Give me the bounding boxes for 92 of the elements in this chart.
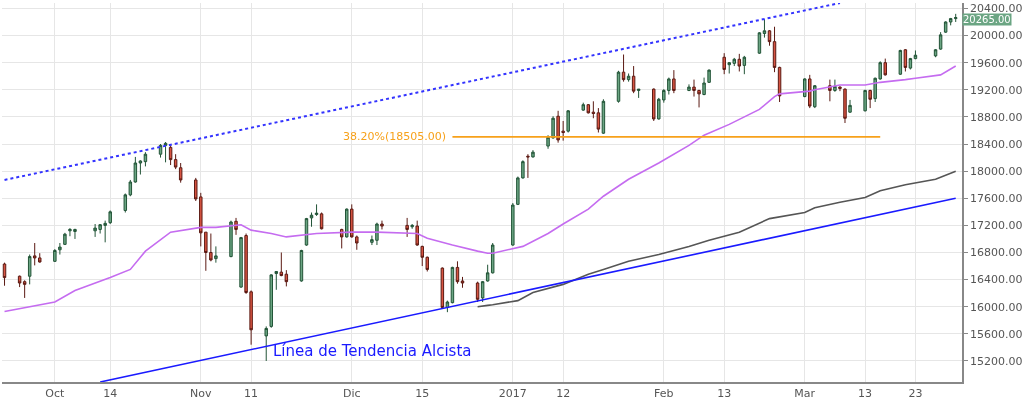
x-tick-label: 13: [858, 386, 873, 400]
candlestick: [953, 13, 958, 23]
candlestick: [274, 270, 279, 291]
candlestick: [58, 242, 62, 256]
candlestick: [345, 207, 349, 239]
y-tick-label: 16800.00: [969, 246, 1023, 260]
y-tick-label: 15600.00: [969, 327, 1023, 341]
candlestick: [868, 89, 872, 109]
y-tick-label: 16000.00: [969, 300, 1023, 314]
candlestick: [27, 254, 32, 285]
y-tick-label: 18000.00: [969, 164, 1023, 178]
candlestick: [767, 29, 772, 47]
candlestick: [214, 245, 218, 264]
x-tick-label: 23: [908, 386, 923, 400]
candlestick: [813, 84, 817, 109]
candlestick: [737, 53, 742, 72]
candlestick: [53, 248, 57, 263]
candlestick: [772, 26, 777, 73]
candlestick: [63, 232, 67, 246]
candlestick: [460, 276, 465, 289]
y-tick-label: 19200.00: [969, 83, 1023, 97]
candlestick: [309, 212, 314, 228]
candlestick: [531, 149, 535, 159]
x-tick-label: 11: [244, 386, 259, 400]
candlestick: [440, 266, 445, 310]
candlestick: [938, 31, 943, 51]
x-tick-label: 13: [717, 386, 732, 400]
candlestick: [903, 48, 908, 72]
candlestick: [455, 260, 460, 285]
x-tick-label: Nov: [190, 386, 213, 400]
candlestick: [636, 88, 641, 99]
text: 20265.00: [963, 14, 1011, 25]
candlestick: [2, 262, 7, 287]
candlestick: [415, 220, 419, 247]
candlestick: [652, 87, 656, 122]
y-tick-label: 18400.00: [969, 137, 1023, 151]
candlestick: [264, 325, 268, 362]
y-tick-label: 17200.00: [969, 219, 1023, 233]
x-tick-label: 14: [103, 386, 118, 400]
candlestick: [913, 49, 918, 60]
candlestick: [687, 83, 691, 92]
y-tick-label: 15200.00: [969, 354, 1023, 368]
candlestick: [596, 107, 601, 133]
y-tick-label: 17600.00: [969, 192, 1023, 206]
x-tick-label: Mar: [794, 386, 816, 400]
series-label: 38.20%(18505.00): [343, 130, 447, 143]
candlestick: [762, 18, 767, 39]
candlestick: [229, 220, 233, 258]
candlestick: [933, 48, 938, 58]
candlestick: [802, 77, 807, 98]
candlestick: [566, 109, 570, 133]
candlestick: [314, 203, 319, 217]
candlestick: [883, 58, 887, 77]
line-series: [3, 65, 957, 313]
x-tick-label: 15: [415, 386, 430, 400]
candlestick: [742, 55, 747, 75]
candlestick: [143, 151, 148, 167]
candlestick: [405, 217, 409, 238]
candlestick: [586, 103, 591, 115]
candlestick: [631, 65, 636, 94]
y-tick-label: 19600.00: [969, 56, 1023, 70]
candlestick: [269, 273, 273, 329]
candlestick: [168, 144, 173, 166]
candlestick: [722, 52, 726, 75]
candlestick: [526, 153, 530, 179]
candlestick: [808, 74, 812, 109]
y-tick-label: 20000.00: [969, 29, 1023, 43]
y-tick-label: 20400.00: [969, 2, 1023, 16]
x-tick-label: 2017: [498, 386, 527, 400]
y-tick-label: 16400.00: [969, 273, 1023, 287]
candlestick: [108, 209, 112, 225]
candlestick: [863, 89, 867, 112]
x-tick-label: Feb: [654, 386, 674, 400]
candlestick: [898, 49, 903, 76]
candlestick: [239, 236, 243, 289]
x-tick-label: 12: [556, 386, 571, 400]
candlestick: [22, 279, 27, 299]
x-tick-label: Oct: [45, 386, 66, 400]
line-series: [476, 170, 957, 308]
candlestick: [163, 141, 168, 163]
candlestick: [138, 159, 143, 176]
candlestick: [621, 54, 626, 83]
candlestick: [833, 79, 837, 93]
candlestick: [410, 223, 414, 230]
candlestick: [380, 220, 384, 230]
y-tick-label: 18800.00: [969, 110, 1023, 124]
candlestick: [581, 102, 586, 112]
candlestick: [848, 99, 852, 114]
candlestick: [339, 228, 344, 249]
annotation: Línea de Tendencia Alcista: [273, 342, 472, 360]
candlestick: [672, 69, 676, 94]
x-tick-label: Dic: [342, 386, 361, 400]
